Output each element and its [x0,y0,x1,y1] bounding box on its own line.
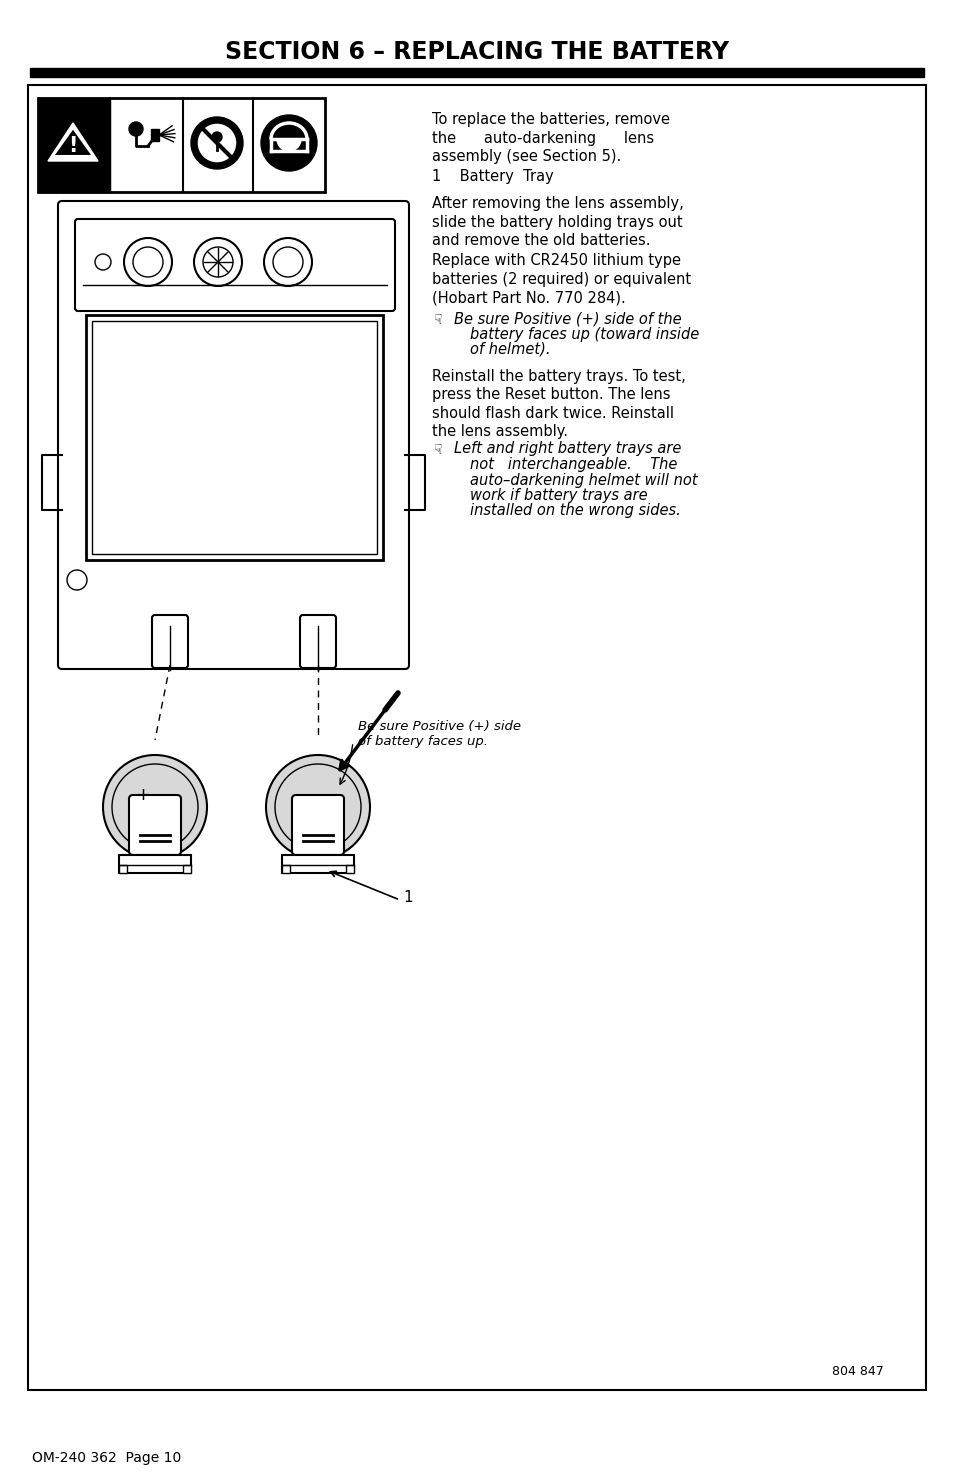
Bar [119,864,127,873]
Bar [86,316,382,560]
FancyBboxPatch shape [292,795,344,856]
Text: !: ! [69,136,77,156]
Circle shape [103,755,207,858]
Bar [119,855,191,873]
Circle shape [261,115,316,171]
Bar [151,128,159,142]
Circle shape [212,131,222,142]
Text: 1: 1 [402,889,413,904]
Text: After removing the lens assembly,
slide the battery holding trays out
and remove: After removing the lens assembly, slide … [432,196,683,248]
Text: OM-240 362  Page 10: OM-240 362 Page 10 [32,1451,181,1465]
Bar [28,86,925,1389]
Circle shape [191,117,243,170]
Circle shape [196,122,236,164]
Text: installed on the wrong sides.: installed on the wrong sides. [470,503,680,519]
Bar [91,322,376,555]
Text: Be sure Positive (+) side
of battery faces up.: Be sure Positive (+) side of battery fac… [357,720,520,748]
Text: battery faces up (toward inside: battery faces up (toward inside [470,326,699,342]
Text: To replace the batteries, remove
the      auto-darkening      lens
assembly (see: To replace the batteries, remove the aut… [432,112,669,164]
Polygon shape [53,128,92,156]
Text: auto–darkening helmet will not: auto–darkening helmet will not [470,472,697,488]
Text: not   interchangeable.    The: not interchangeable. The [470,457,677,472]
Text: +: + [135,786,151,804]
Text: Be sure Positive (+) side of the: Be sure Positive (+) side of the [454,311,680,326]
Circle shape [129,122,143,136]
Bar [183,864,191,873]
Bar [38,97,110,192]
Text: Replace with CR2450 lithium type
batteries (2 required) or equivalent
(Hobart Pa: Replace with CR2450 lithium type batteri… [432,254,690,305]
Bar [282,855,354,873]
FancyBboxPatch shape [129,795,181,856]
Bar [30,68,923,77]
Text: ☟: ☟ [434,444,442,457]
Wedge shape [276,139,301,150]
Bar [346,864,354,873]
Circle shape [266,755,370,858]
Text: of helmet).: of helmet). [470,342,550,357]
Text: ☟: ☟ [434,313,442,327]
Text: Reinstall the battery trays. To test,
press the Reset button. The lens
should fl: Reinstall the battery trays. To test, pr… [432,369,685,440]
Text: 1    Battery  Tray: 1 Battery Tray [432,170,553,184]
Bar [282,864,290,873]
Bar [38,97,325,192]
Text: SECTION 6 – REPLACING THE BATTERY: SECTION 6 – REPLACING THE BATTERY [225,40,728,63]
Polygon shape [48,122,98,161]
Text: Left and right battery trays are: Left and right battery trays are [454,441,680,456]
Text: work if battery trays are: work if battery trays are [470,488,647,503]
Text: 804 847: 804 847 [831,1364,883,1378]
